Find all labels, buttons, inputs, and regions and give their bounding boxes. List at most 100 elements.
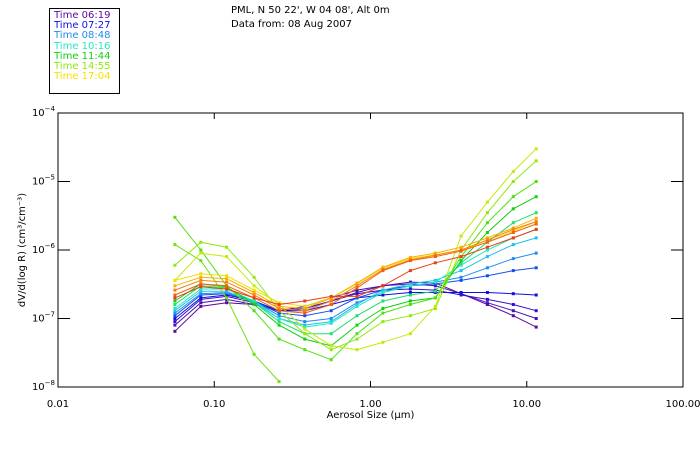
data-point <box>303 337 307 341</box>
data-point <box>303 325 307 329</box>
data-point <box>303 307 307 310</box>
data-point <box>511 170 515 173</box>
data-point <box>459 263 463 267</box>
data-point <box>459 293 463 297</box>
data-point <box>381 293 385 297</box>
data-point <box>199 282 203 286</box>
data-point <box>252 352 256 356</box>
data-point <box>199 278 203 282</box>
data-point <box>252 296 256 300</box>
data-point <box>225 274 229 278</box>
data-point <box>199 285 203 289</box>
data-point <box>173 263 177 267</box>
data-point <box>485 231 489 234</box>
data-point <box>199 304 203 308</box>
series-layer <box>173 147 538 384</box>
data-point <box>225 289 229 293</box>
station-info: PML, N 50 22', W 04 08', Alt 0m <box>231 5 390 16</box>
data-point <box>329 332 333 336</box>
data-point <box>511 303 515 306</box>
data-point <box>408 332 412 336</box>
data-point <box>433 307 437 310</box>
data-point <box>173 288 177 292</box>
data-point <box>485 221 489 225</box>
data-point <box>459 234 463 238</box>
data-point <box>485 291 489 294</box>
data-point <box>225 277 229 281</box>
data-point <box>408 259 412 263</box>
data-point <box>329 299 333 303</box>
data-point <box>433 304 437 308</box>
series-line <box>174 244 280 382</box>
data-point <box>173 329 177 333</box>
data-point <box>459 261 463 265</box>
data-point <box>534 293 538 297</box>
data-point <box>459 245 463 249</box>
data-point <box>199 301 203 305</box>
data-point <box>225 301 229 305</box>
data-point <box>252 293 256 297</box>
data-point <box>459 259 463 263</box>
data-point <box>199 248 203 252</box>
data-point <box>355 337 359 341</box>
data-point <box>252 284 256 288</box>
data-point <box>277 337 281 341</box>
data-point <box>355 284 359 288</box>
data-point <box>355 304 359 308</box>
data-point <box>485 245 489 249</box>
data-point <box>277 380 281 384</box>
data-point <box>459 278 463 282</box>
data-point <box>511 221 515 225</box>
data-point <box>381 284 385 288</box>
data-point <box>511 309 515 313</box>
data-point <box>408 314 412 318</box>
data-point <box>408 280 412 284</box>
data-point <box>534 227 538 231</box>
data-point <box>303 332 307 336</box>
data-point <box>433 284 437 288</box>
data-point <box>511 236 515 240</box>
data-point <box>329 344 333 348</box>
data-point <box>433 261 437 265</box>
data-point <box>277 311 281 315</box>
data-point <box>303 327 307 331</box>
data-point <box>355 323 359 327</box>
data-point <box>408 282 412 286</box>
data-point <box>408 255 412 259</box>
x-axis-label: Aerosol Size (µm) <box>327 410 415 421</box>
data-point <box>534 266 538 270</box>
data-point <box>408 284 412 288</box>
data-point <box>329 309 333 313</box>
legend-item: Time 07:27 <box>54 20 111 32</box>
data-point <box>277 301 281 305</box>
data-point <box>199 287 203 291</box>
data-point <box>173 299 177 303</box>
legend-item: Time 17:04 <box>54 71 111 83</box>
data-point <box>173 323 177 327</box>
data-point <box>485 301 489 305</box>
data-point <box>199 296 203 300</box>
data-point <box>408 303 412 306</box>
data-point <box>329 294 333 298</box>
data-point <box>381 307 385 310</box>
data-point <box>252 309 256 313</box>
data-point <box>329 320 333 324</box>
data-point <box>534 180 538 183</box>
y-tick-label: 10−7 <box>32 311 55 325</box>
data-point <box>355 301 359 305</box>
data-point <box>173 243 177 247</box>
data-point <box>252 291 256 294</box>
data-point <box>459 275 463 279</box>
data-point <box>173 284 177 288</box>
data-point <box>225 284 229 288</box>
data-point <box>303 314 307 318</box>
y-tick-label: 10−8 <box>32 379 55 393</box>
data-point <box>199 272 203 276</box>
data-point <box>225 287 229 291</box>
legend: Time 06:19 Time 07:27 Time 08:48 Time 10:16… <box>49 8 120 94</box>
data-point <box>459 255 463 259</box>
data-point <box>511 231 515 234</box>
data-point <box>173 314 177 318</box>
data-point <box>329 358 333 362</box>
data-point <box>485 200 489 204</box>
